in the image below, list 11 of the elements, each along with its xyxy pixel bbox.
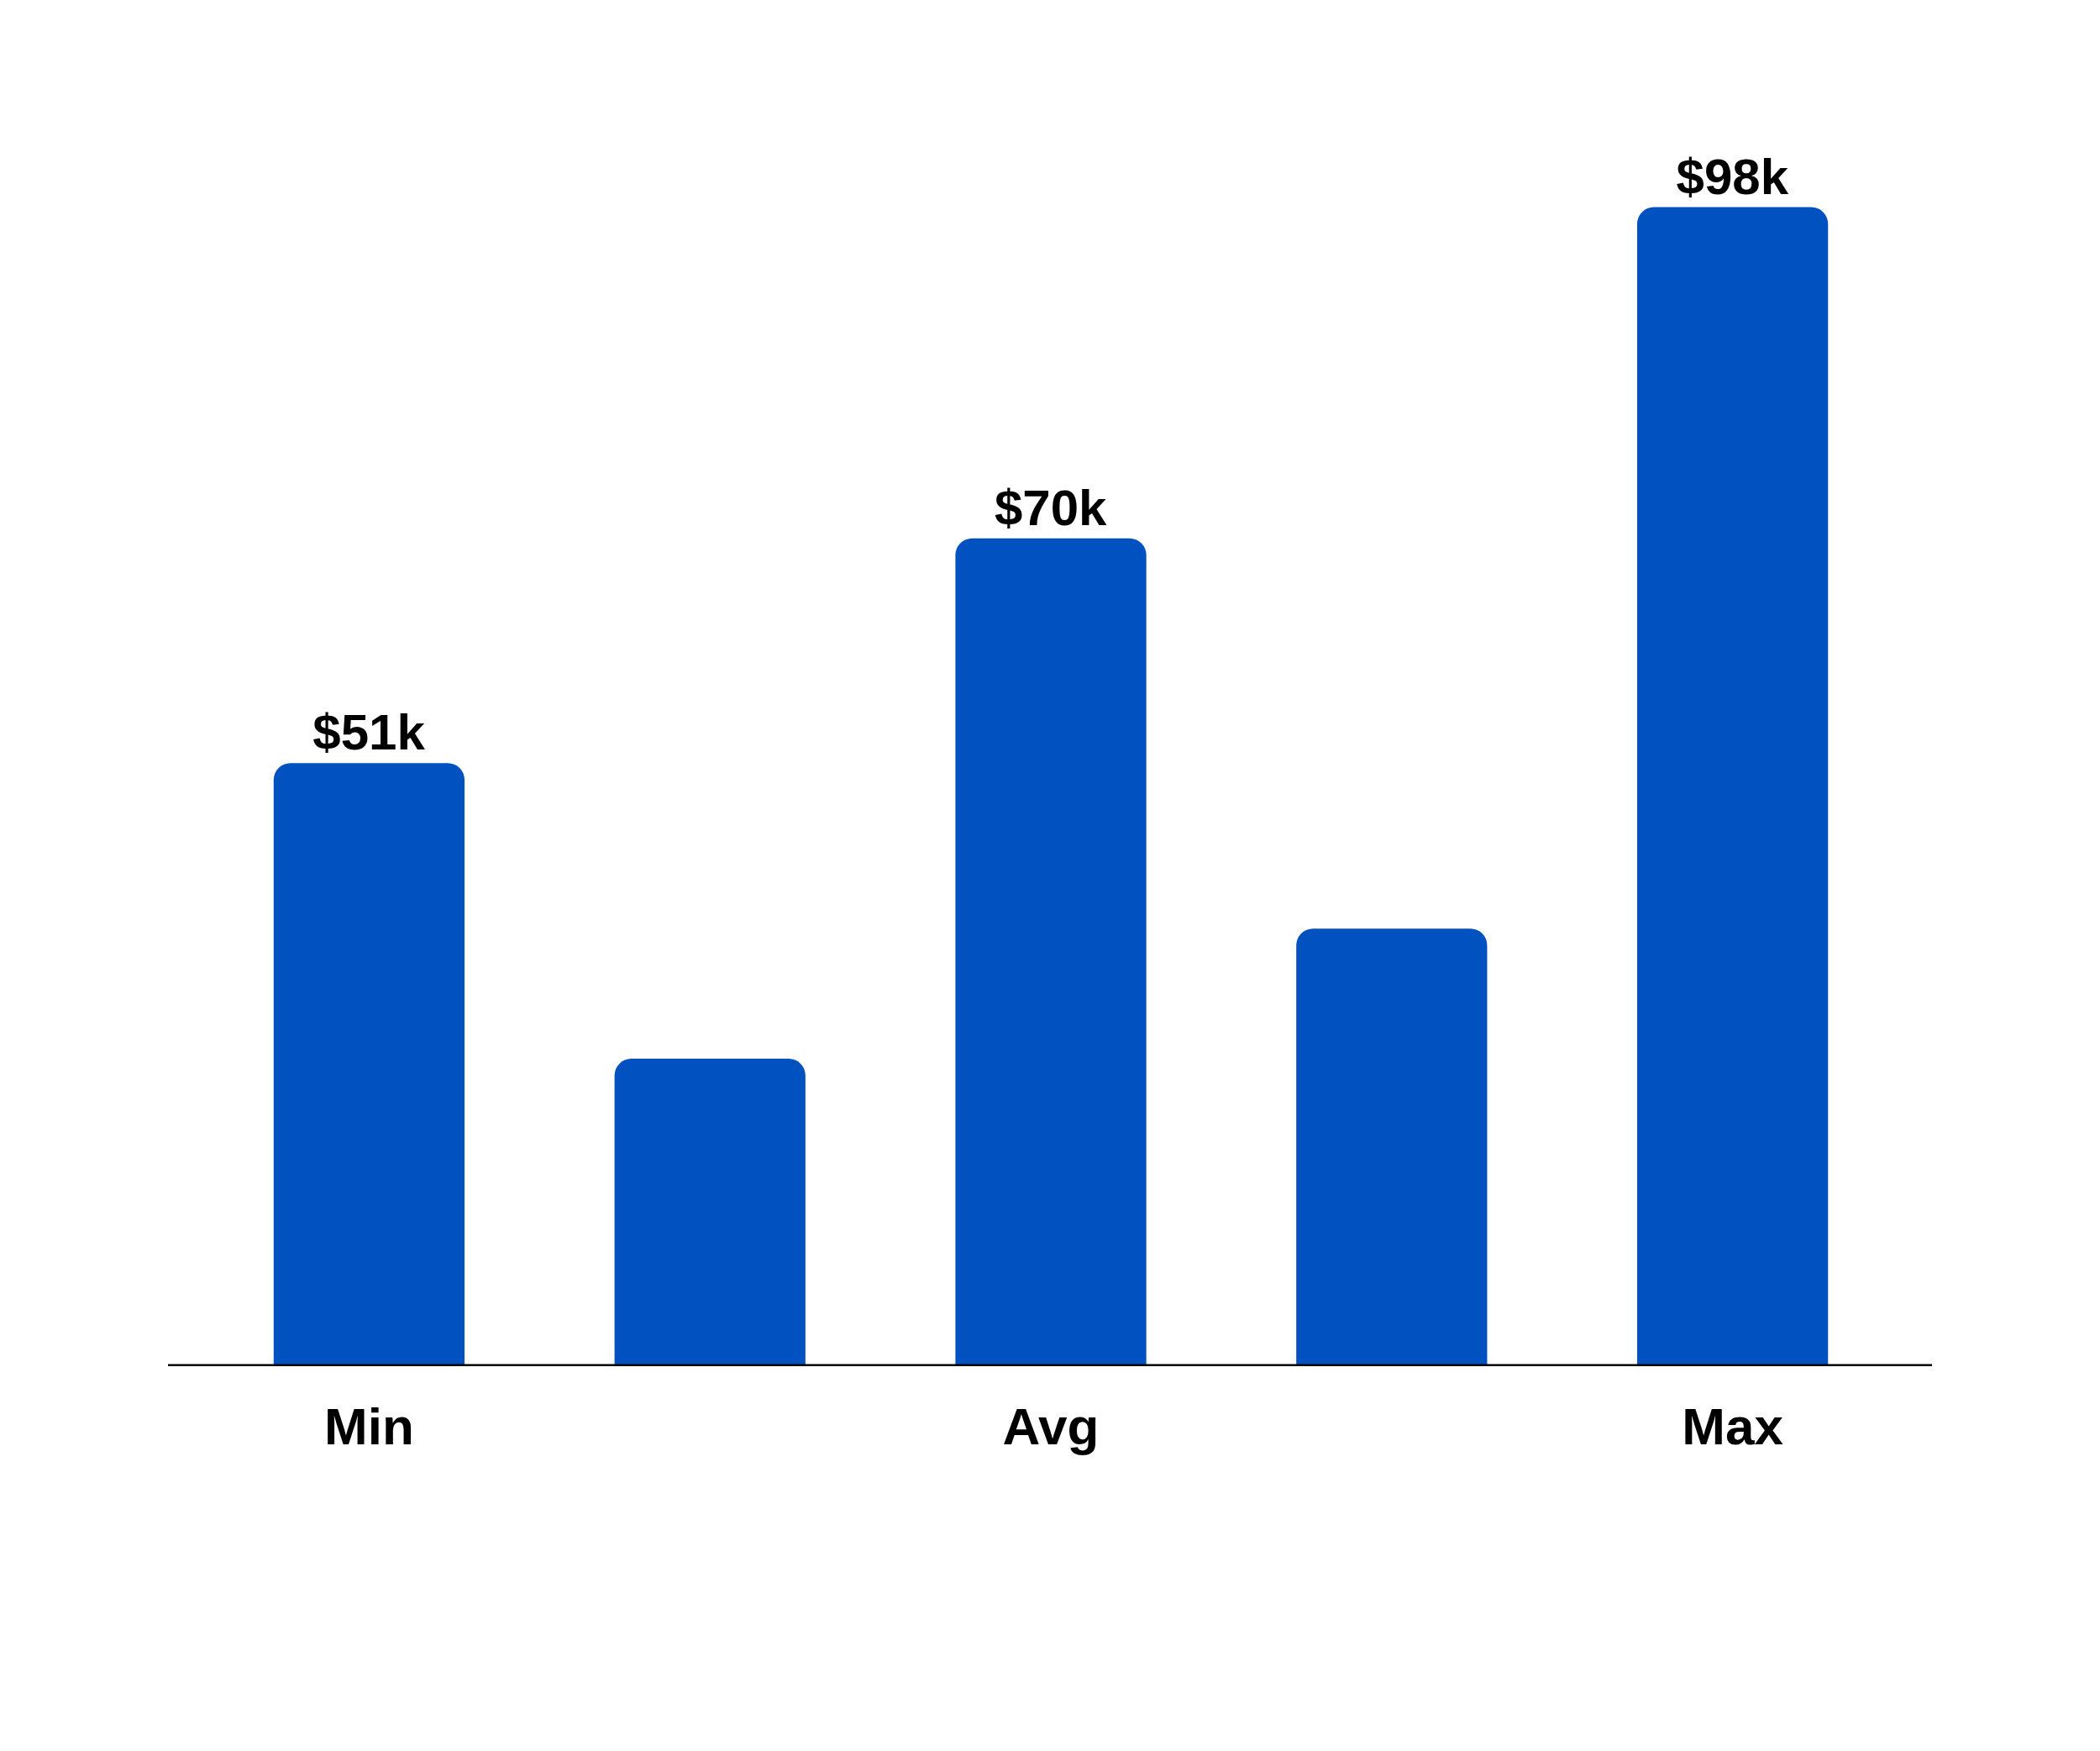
data-label: $51k: [312, 704, 426, 761]
x-tick-label: Avg: [1002, 1397, 1100, 1455]
bar: [1296, 928, 1488, 1366]
bar: [614, 1059, 806, 1366]
data-label: $70k: [994, 479, 1108, 536]
bar: [955, 538, 1147, 1366]
bar: [1636, 207, 1829, 1366]
x-tick-label: Min: [324, 1397, 414, 1455]
data-label: $98k: [1676, 148, 1789, 205]
x-tick-label: Max: [1682, 1397, 1784, 1455]
bar: [273, 763, 465, 1366]
